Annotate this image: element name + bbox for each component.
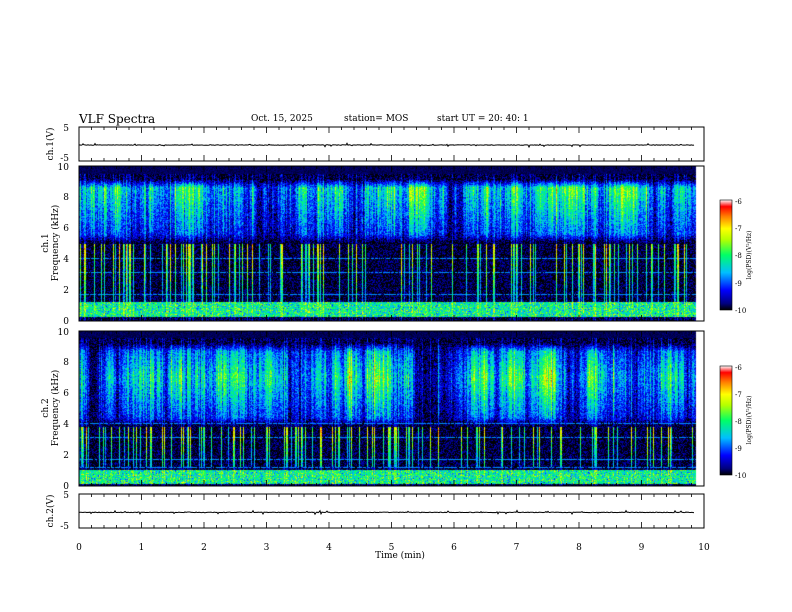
- x-tick-label-10: 10: [698, 543, 710, 553]
- ch2-freq-tick-0: 0: [63, 482, 69, 492]
- ch1-freq-tick-2: 2: [63, 286, 69, 296]
- x-tick-label-8: 8: [576, 543, 582, 553]
- ch2-colorbar-tick-minus7: -7: [735, 391, 742, 399]
- start-time-label: start UT = 20: 40: 1: [437, 114, 529, 124]
- ch1-freq-tick-10: 10: [58, 163, 70, 173]
- ch1-waveform-ticks: [78, 127, 705, 161]
- ch1-freq-tick-0: 0: [63, 317, 69, 327]
- date-label: Oct. 15, 2025: [251, 114, 313, 124]
- ch2-colorbar-tick-minus8: -8: [735, 418, 742, 426]
- ch1-freq-tick-6: 6: [63, 224, 69, 234]
- ch2-ytick-bottom: -5: [60, 522, 69, 532]
- ch1-waveform-trace: [78, 142, 695, 149]
- x-tick-label-3: 3: [264, 543, 270, 553]
- ch1-freq-tick-4: 4: [63, 255, 69, 265]
- ch1-spectrogram-frame: [78, 165, 705, 322]
- ch1-ylabel: ch.1(V): [45, 128, 56, 161]
- ch1-waveform-frame: [78, 126, 705, 162]
- x-tick-label-6: 6: [451, 543, 457, 553]
- x-tick-label-0: 0: [76, 543, 82, 553]
- ch1-colorbar-tick-minus10: -10: [735, 307, 746, 315]
- ch1-spectrogram-panel: 0 2 4 6 8 10 ch.1 Frequency (kHz): [41, 163, 705, 327]
- ch1-colorbar-tick-minus9: -9: [735, 280, 742, 288]
- station-label: station= MOS: [344, 114, 409, 124]
- ch2-waveform-ticks: [78, 494, 705, 528]
- ch2-spectrogram-panel: 0 2 4 6 8 10 ch.2 Frequency (kHz): [41, 328, 705, 492]
- ch2-freq-tick-4: 4: [63, 420, 69, 430]
- ch2-colorbar-tick-minus9: -9: [735, 445, 742, 453]
- ch2-colorbar-label: log(PSD)(V²/Hz): [746, 396, 753, 445]
- ch2-waveform-trace: [78, 509, 695, 516]
- ch1-colorbar-tick-minus7: -7: [735, 225, 742, 233]
- ch1-colorbar-gradient: [719, 199, 733, 311]
- time-axis: 0 1 2 3 4 5 6 7 8 9 10 Time (min): [76, 543, 710, 561]
- ch1-colorbar: -6 -7 -8 -9 -10 log(PSD)(V²/Hz): [719, 198, 753, 315]
- ch1-channel-label: ch.1: [41, 233, 51, 252]
- x-tick-label-5: 5: [389, 543, 395, 553]
- ch2-colorbar: -6 -7 -8 -9 -10 log(PSD)(V²/Hz): [719, 364, 753, 480]
- ch2-colorbar-tick-minus10: -10: [735, 472, 746, 480]
- ch2-waveform-panel: 5 -5 ch.2(V): [45, 491, 705, 532]
- ch1-freq-tick-8: 8: [63, 193, 69, 203]
- ch2-waveform-frame: [78, 493, 705, 529]
- x-tick-label-7: 7: [514, 543, 520, 553]
- ch1-colorbar-tick-minus8: -8: [735, 252, 742, 260]
- ch1-spectrogram-image: [79, 166, 704, 321]
- ch2-spectrogram-frame: [78, 330, 705, 487]
- ch2-colorbar-gradient: [719, 365, 733, 476]
- ch2-freq-tick-6: 6: [63, 389, 69, 399]
- ch1-waveform-panel: 5 -5 ch.1(V): [45, 124, 705, 164]
- ch1-ytick-top: 5: [63, 124, 69, 134]
- ch2-colorbar-tick-minus6: -6: [735, 364, 742, 372]
- ch2-channel-label: ch.2: [41, 398, 51, 417]
- ch2-freq-tick-8: 8: [63, 358, 69, 368]
- ch1-ytick-bottom: -5: [60, 154, 69, 164]
- ch2-freq-axis-label: Frequency (kHz): [50, 370, 61, 447]
- ch2-ylabel: ch.2(V): [45, 495, 56, 528]
- x-tick-label-2: 2: [201, 543, 207, 553]
- chart-title: VLF Spectra: [79, 112, 156, 126]
- x-tick-label-9: 9: [639, 543, 645, 553]
- ch1-colorbar-tick-minus6: -6: [735, 198, 742, 206]
- ch2-ytick-top: 5: [63, 491, 69, 501]
- ch2-freq-tick-2: 2: [63, 451, 69, 461]
- x-tick-label-1: 1: [139, 543, 145, 553]
- x-axis-label: Time (min): [375, 550, 425, 561]
- ch1-freq-axis-label: Frequency (kHz): [50, 205, 61, 282]
- x-tick-label-4: 4: [326, 543, 332, 553]
- ch1-colorbar-label: log(PSD)(V²/Hz): [746, 231, 753, 280]
- ch2-spectrogram-image: [79, 331, 704, 486]
- ch2-freq-tick-10: 10: [58, 328, 70, 338]
